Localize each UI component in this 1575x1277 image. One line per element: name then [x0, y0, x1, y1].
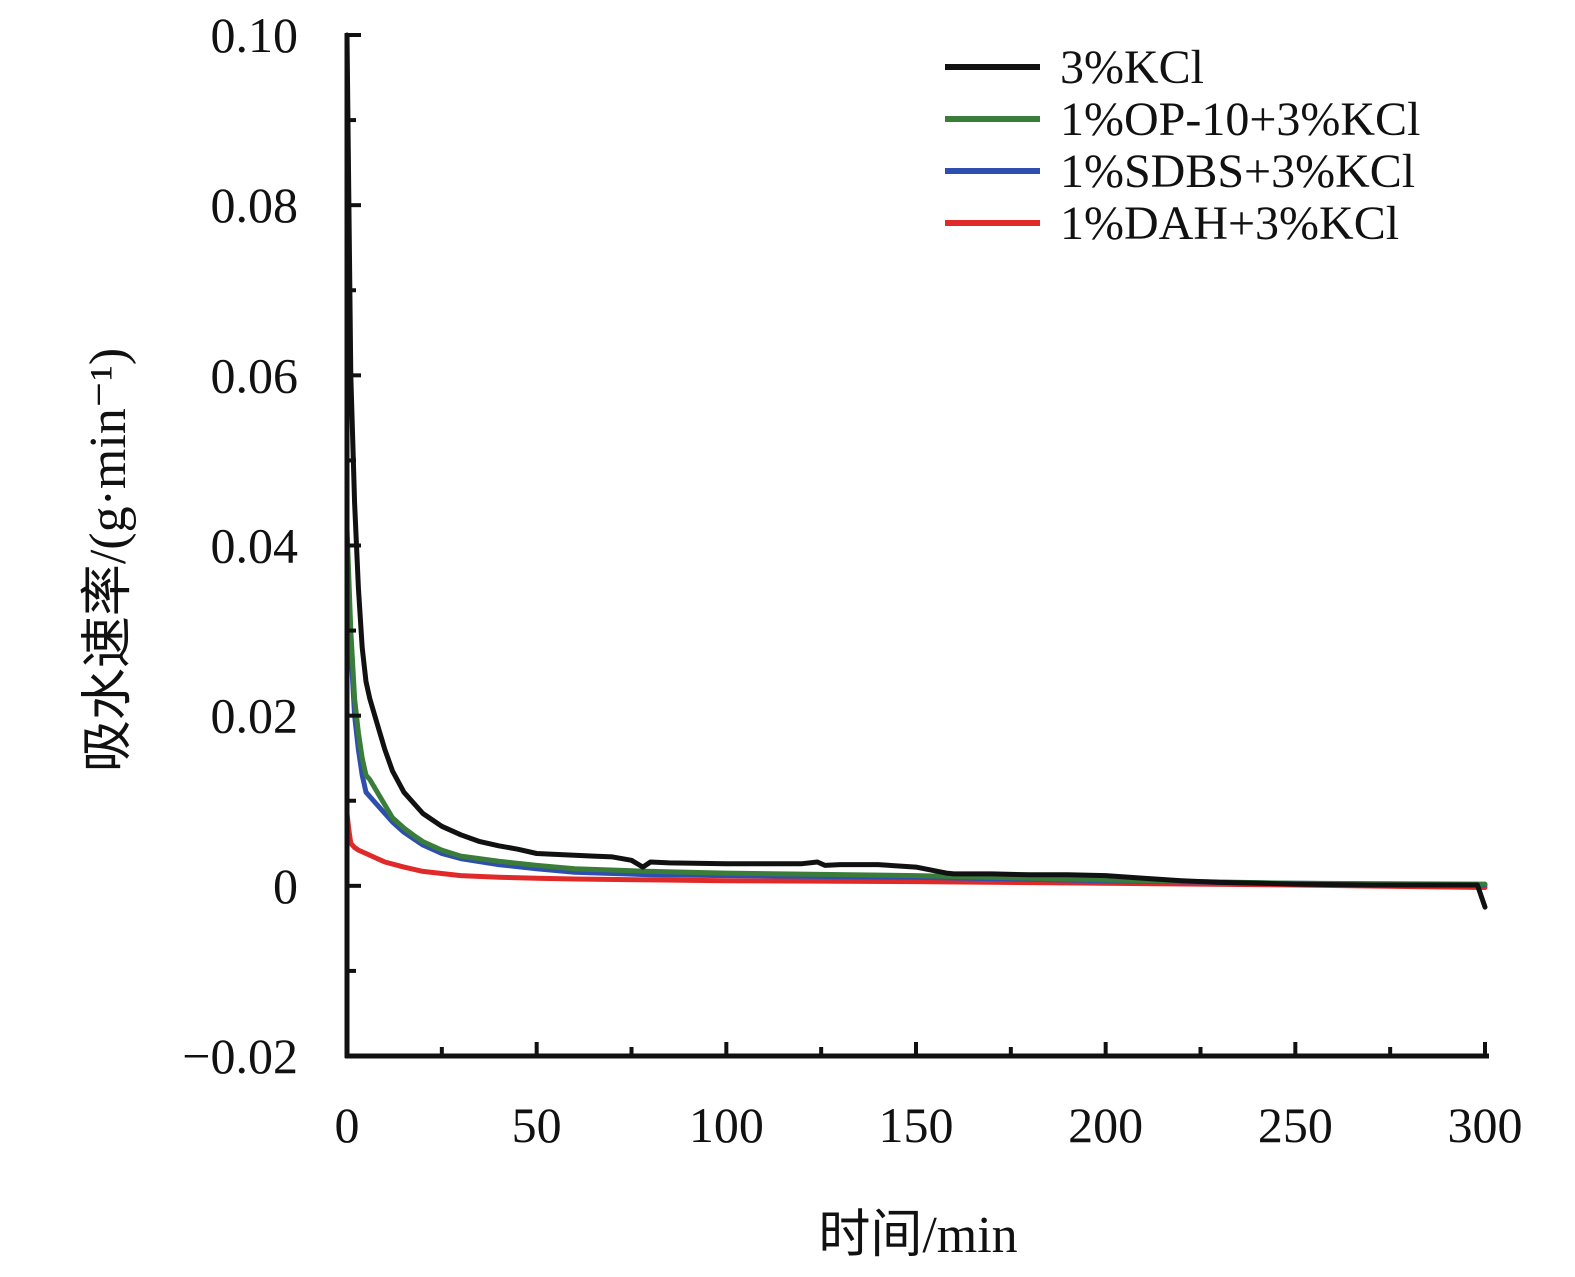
ticks: −0.02 0 0.02 0.04 0.06 0.08 0.10 0 50 100 150 200 25…	[182, 7, 1522, 1153]
x-tick-label: 100	[689, 1097, 764, 1153]
y-tick-label: 0.04	[211, 518, 299, 574]
series-line-1	[344, 526, 1488, 887]
series-line-0	[344, 32, 1488, 910]
y-tick-label: 0.10	[211, 7, 299, 63]
x-tick-label: 250	[1258, 1097, 1333, 1153]
y-tick-label: 0.06	[211, 347, 299, 403]
series-line-3	[344, 811, 1488, 890]
series-layer	[344, 32, 1488, 910]
y-tick-label: 0.08	[211, 177, 299, 233]
legend-label-2: 1%SDBS+3%KCl	[1060, 145, 1415, 198]
legend-label-3: 1%DAH+3%KCl	[1060, 197, 1399, 250]
x-tick-label: 300	[1448, 1097, 1523, 1153]
x-tick-label: 50	[512, 1097, 562, 1153]
legend-label-0: 3%KCl	[1060, 41, 1204, 94]
x-axis-title: 时间/min	[818, 1207, 1017, 1264]
legend-label-1: 1%OP-10+3%KCl	[1060, 93, 1420, 146]
x-tick-label: 0	[335, 1097, 360, 1153]
y-tick-label: −0.02	[182, 1028, 298, 1084]
series-line-2	[344, 543, 1488, 888]
y-tick-label: 0.02	[211, 688, 299, 744]
x-tick-label: 150	[879, 1097, 954, 1153]
y-axis-title: 吸水速率/(g·min⁻¹)	[80, 348, 137, 772]
y-tick-label: 0	[273, 858, 298, 914]
legend: 3%KCl1%OP-10+3%KCl1%SDBS+3%KCl1%DAH+3%KC…	[945, 41, 1420, 250]
x-tick-label: 200	[1068, 1097, 1143, 1153]
